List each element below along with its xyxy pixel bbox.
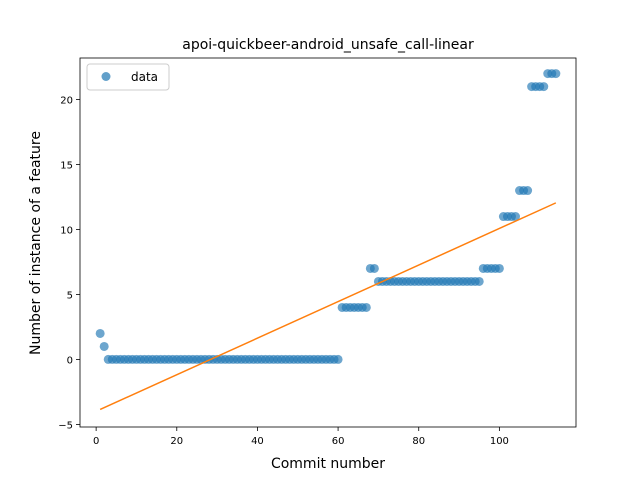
y-tick-label: 10 xyxy=(60,226,73,237)
x-axis-label: Commit number xyxy=(271,456,385,472)
x-tick-label: 80 xyxy=(412,436,425,447)
legend: data xyxy=(86,63,170,91)
legend-marker-data xyxy=(101,72,111,81)
y-tick-label: 20 xyxy=(60,96,73,107)
x-tick-label: 60 xyxy=(332,436,345,447)
data-point xyxy=(369,263,379,273)
data-point xyxy=(494,263,504,273)
y-axis-label: Number of instance of a feature xyxy=(28,131,44,355)
y-tick-label: 0 xyxy=(67,355,73,366)
data-point xyxy=(361,302,371,312)
data-point xyxy=(474,276,484,286)
plot-frame xyxy=(79,57,577,428)
x-axis: 0 20 40 60 80 100 xyxy=(93,427,509,447)
y-tick-label: −5 xyxy=(58,420,73,431)
chart-title: apoi-quickbeer-android_unsafe_call-linea… xyxy=(182,37,474,53)
legend-label-data: data xyxy=(131,70,158,84)
data-point xyxy=(539,82,549,92)
legend-box xyxy=(86,63,170,91)
x-tick-label: 0 xyxy=(93,436,99,447)
x-tick-label: 100 xyxy=(490,436,509,447)
data-point xyxy=(523,186,533,196)
data-point xyxy=(333,354,343,364)
y-tick-label: 5 xyxy=(67,290,73,301)
plot-area xyxy=(79,57,577,428)
data-point xyxy=(551,69,561,79)
data-point xyxy=(511,212,521,222)
x-tick-label: 40 xyxy=(251,436,264,447)
y-axis: −5 0 5 10 15 20 xyxy=(58,96,80,431)
x-tick-label: 20 xyxy=(170,436,183,447)
data-point xyxy=(99,341,109,351)
fit-line xyxy=(99,202,557,411)
data-point xyxy=(95,328,105,338)
y-tick-label: 15 xyxy=(60,161,73,172)
